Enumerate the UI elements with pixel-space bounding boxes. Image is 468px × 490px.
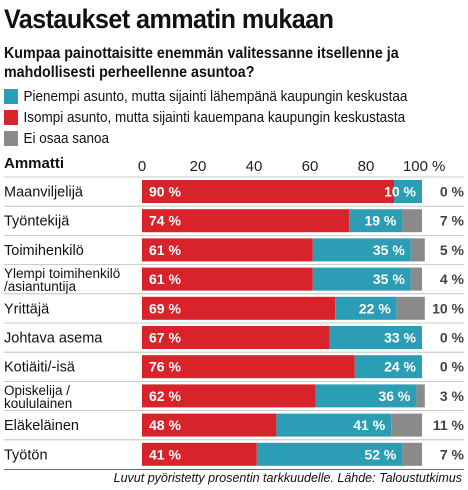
legend-label-isompi: Isompi asunto, mutta sijainti kauempana …: [23, 109, 406, 126]
data-label-pienempi: 41 %: [353, 417, 385, 433]
data-label-pienempi: 24 %: [384, 359, 416, 375]
bar-pienempi: [335, 296, 397, 320]
bar-isompi: [142, 180, 394, 203]
legend-item-pienempi: Pienempi asunto, mutta sijainti lähempän…: [4, 86, 441, 107]
bar-pienempi: [276, 413, 392, 437]
category-label: Työntekijä: [4, 214, 70, 230]
data-label-isompi: 62 %: [149, 388, 181, 404]
category-label: Opiskelija /: [4, 383, 70, 398]
bar-eos: [402, 209, 422, 233]
category-label: /asiantuntija: [4, 279, 77, 294]
category-label: koululainen: [4, 396, 72, 411]
category-label: Ylempi toimihenkilö: [4, 266, 120, 281]
data-label-eos: 5 %: [440, 242, 465, 258]
bar-eos: [416, 384, 425, 408]
data-label-pienempi: 19 %: [364, 213, 396, 229]
legend-label-pienempi: Pienempi asunto, mutta sijainti lähempän…: [23, 88, 408, 105]
legend-label-eos: Ei osaa sanoa: [23, 130, 110, 147]
category-label: Kotiäiti/-isä: [4, 360, 76, 376]
data-label-pienempi: 33 %: [384, 330, 416, 346]
bar-pienempi: [329, 326, 422, 349]
bar-pienempi: [256, 442, 403, 466]
legend-swatch-pienempi: [4, 89, 18, 104]
category-label: Maanviljelijä: [4, 185, 84, 201]
category-label: Työtön: [4, 447, 48, 463]
bar-eos: [410, 238, 425, 262]
data-label-eos: 0 %: [440, 184, 465, 200]
chart-subtitle: Kumpaa painottaisitte enemmän valitessan…: [4, 45, 399, 81]
chart-title: Vastaukset ammatin mukaan: [4, 4, 334, 34]
bar-isompi: [142, 355, 355, 379]
bar-pienempi: [315, 384, 417, 408]
data-label-eos: 3 %: [440, 388, 465, 404]
bar-eos: [402, 442, 422, 466]
bar-isompi: [142, 384, 316, 408]
column-header: Ammatti: [4, 155, 65, 172]
bar-isompi: [142, 413, 277, 437]
data-label-pienempi: 10 %: [384, 184, 416, 200]
data-label-isompi: 61 %: [149, 242, 181, 258]
data-label-pienempi: 35 %: [373, 271, 405, 287]
data-label-pienempi: 22 %: [359, 300, 391, 316]
data-label-isompi: 90 %: [149, 184, 181, 200]
stacked-bar-chart: 0 20 40 60 80 100 % Maanviljelijä 90 % 10 % 0 % Työ…: [4, 158, 465, 470]
bar-isompi: [142, 238, 313, 262]
data-label-eos: 10 %: [432, 300, 464, 316]
bar-eos: [391, 413, 422, 437]
bar-isompi: [142, 267, 313, 291]
data-label-pienempi: 52 %: [364, 446, 396, 462]
bar-pienempi: [312, 267, 411, 291]
bar-isompi: [142, 209, 350, 233]
category-label: Eläkeläinen: [4, 418, 79, 434]
legend: Pienempi asunto, mutta sijainti lähempän…: [4, 86, 468, 149]
x-tick-label: 40: [246, 158, 263, 175]
data-label-eos: 7 %: [440, 446, 465, 462]
category-label: Yrittäjä: [4, 301, 50, 317]
x-axis-unit: %: [432, 158, 445, 175]
data-label-eos: 4 %: [440, 271, 465, 287]
data-label-isompi: 74 %: [149, 213, 181, 229]
bar-isompi: [142, 296, 336, 320]
data-label-isompi: 61 %: [149, 271, 181, 287]
category-label: Johtava asema: [4, 331, 103, 347]
bar-pienempi: [354, 355, 422, 379]
data-label-isompi: 48 %: [149, 417, 181, 433]
bar-isompi: [142, 326, 330, 349]
legend-item-eos: Ei osaa sanoa: [4, 128, 441, 149]
footnote: Luvut pyöristetty prosentin tarkkuudelle…: [113, 471, 462, 485]
legend-swatch-isompi: [4, 110, 18, 125]
data-label-isompi: 76 %: [149, 359, 181, 375]
x-tick-label: 100: [403, 158, 428, 175]
x-tick-label: 60: [302, 158, 319, 175]
data-label-isompi: 69 %: [149, 300, 181, 316]
data-label-pienempi: 35 %: [373, 242, 405, 258]
data-label-isompi: 41 %: [149, 446, 181, 462]
bar-isompi: [142, 442, 257, 466]
category-label: Toimihenkilö: [4, 243, 84, 259]
x-tick-label: 20: [190, 158, 207, 175]
legend-item-isompi: Isompi asunto, mutta sijainti kauempana …: [4, 107, 441, 128]
bar-pienempi: [312, 238, 411, 262]
x-tick-label: 80: [358, 158, 375, 175]
data-label-eos: 7 %: [440, 213, 465, 229]
data-label-isompi: 67 %: [149, 330, 181, 346]
bar-eos: [410, 267, 422, 291]
bar-eos: [396, 296, 425, 320]
bar-pienempi: [349, 209, 403, 233]
data-label-eos: 11 %: [433, 417, 465, 433]
data-label-eos: 0 %: [440, 359, 465, 375]
bar-pienempi: [394, 180, 422, 203]
data-label-pienempi: 36 %: [378, 388, 410, 404]
x-tick-label: 0: [138, 158, 146, 175]
legend-swatch-eos: [4, 131, 18, 146]
data-label-eos: 0 %: [440, 330, 465, 346]
